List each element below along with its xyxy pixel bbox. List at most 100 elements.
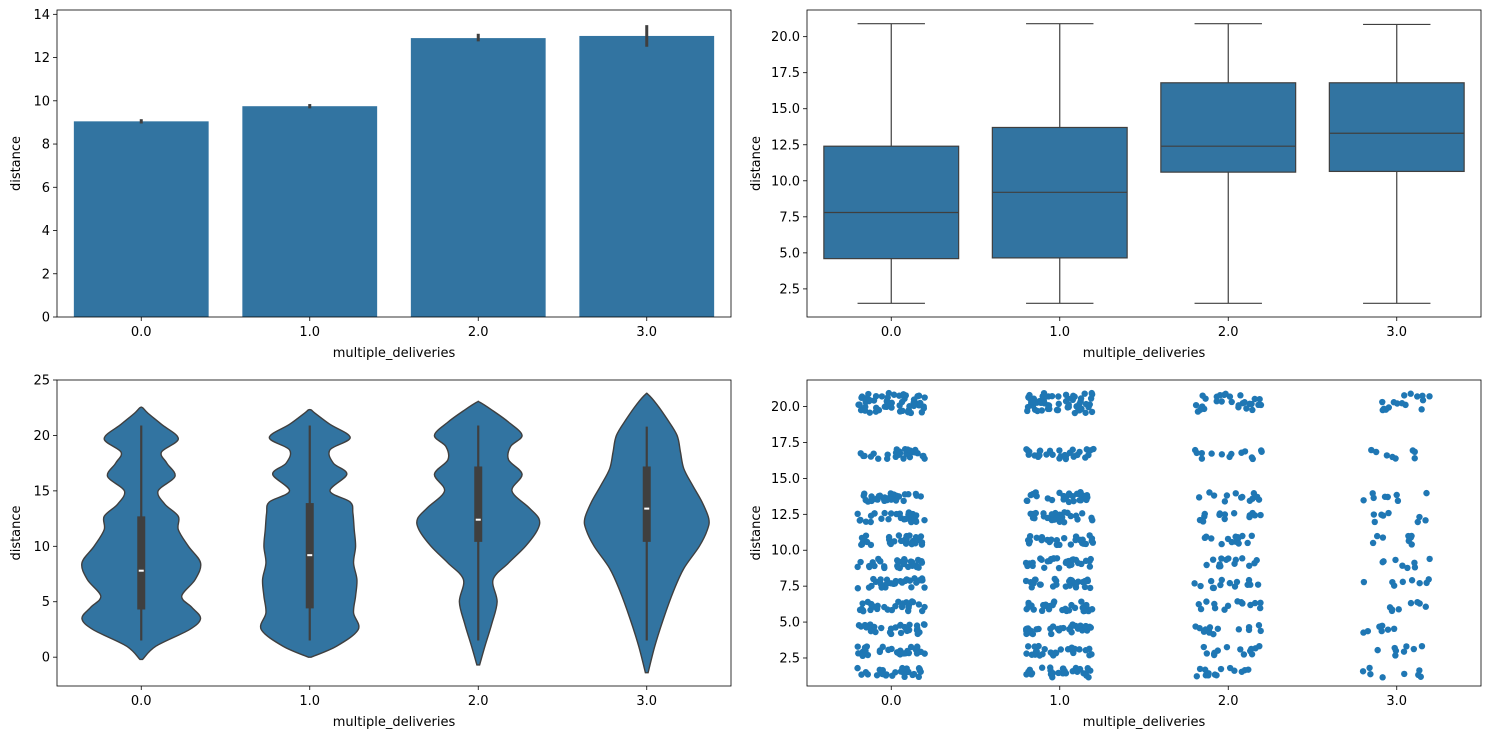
strip-point (1067, 512, 1074, 520)
y-tick-label: 5.0 (779, 246, 800, 261)
strip-point (1425, 576, 1432, 583)
strip-point (1028, 584, 1035, 591)
bar (579, 35, 715, 317)
strip-point (1379, 406, 1386, 414)
strip-point (861, 490, 868, 497)
strip-point (1414, 518, 1421, 526)
strip-point (1232, 490, 1239, 497)
strip-point (912, 534, 920, 541)
strip-point (885, 533, 893, 541)
strip-point (1256, 642, 1263, 650)
strip-point (883, 580, 891, 587)
strip-point (1379, 398, 1386, 406)
x-axis-label: multiple_deliveries (1083, 346, 1206, 361)
strip-point (1422, 517, 1429, 524)
strip-point (918, 559, 926, 566)
strip-point (899, 664, 906, 672)
x-tick-label: 2.0 (468, 325, 489, 340)
y-tick-label: 12.5 (771, 138, 800, 153)
y-tick-label: 5.0 (779, 616, 800, 631)
strip-point (1249, 509, 1256, 517)
strip-point (896, 408, 904, 415)
strip-point (1210, 584, 1218, 592)
strip-point (1061, 509, 1068, 516)
y-tick-label: 20.0 (771, 30, 800, 45)
box (823, 145, 960, 260)
strip-point (1368, 446, 1375, 454)
strip-point (1394, 497, 1402, 505)
y-tick-label: 12 (33, 51, 50, 66)
strip-point (900, 391, 907, 398)
strip-point (1077, 497, 1085, 504)
strip-point (1218, 398, 1225, 405)
strip-point (1026, 448, 1033, 455)
strip-point (1056, 489, 1063, 497)
strip-point (1027, 510, 1034, 517)
strip-point (1047, 625, 1054, 633)
strip-point (1082, 540, 1090, 548)
strip-point (1253, 557, 1260, 564)
strip-point (1389, 578, 1396, 586)
strip-point (1031, 643, 1038, 650)
strip-point (1411, 559, 1418, 567)
strip-point (1030, 606, 1037, 613)
strip-point (1056, 516, 1063, 524)
strip-point (1423, 489, 1430, 497)
strip-point (1392, 455, 1399, 462)
strip-point (1061, 451, 1069, 459)
strip-point (1257, 447, 1265, 454)
strip-point (1038, 533, 1046, 541)
strip-point (1086, 645, 1093, 653)
strip-point (1079, 627, 1086, 634)
box (1328, 82, 1465, 173)
strip-point (1033, 534, 1040, 541)
strip-point (916, 629, 923, 636)
strip-point (1217, 665, 1225, 673)
strip-point (1248, 400, 1255, 408)
strip-point (920, 405, 928, 412)
strip-point (917, 533, 925, 540)
strip-point (1385, 509, 1392, 517)
strip-point (887, 490, 894, 497)
strip-point (1086, 563, 1094, 570)
y-tick-label: 25 (33, 374, 50, 389)
x-tick-label: 0.0 (131, 325, 152, 340)
strip-point (900, 650, 908, 657)
strip-point (1200, 628, 1208, 635)
strip-point (873, 672, 881, 679)
strip-point (1029, 490, 1037, 498)
strip-point (887, 510, 895, 517)
strip-point (900, 455, 907, 462)
strip-plot-panel: 0.0 1.0 2.0 3.0 2.5 5.0 7.5 10.0 12.5 15.0 17.5 20.… (749, 379, 1482, 730)
y-tick-label: 10.0 (771, 174, 800, 189)
y-tick-label: 15 (33, 484, 50, 499)
strip-point (1408, 541, 1415, 548)
strip-point (871, 562, 878, 570)
x-tick-label: 2.0 (468, 694, 489, 709)
strip-point (1214, 625, 1222, 632)
strip-point (1380, 558, 1387, 565)
strip-point (1048, 496, 1056, 504)
strip-point (1372, 448, 1380, 456)
strip-point (890, 391, 898, 398)
strip-point (878, 584, 885, 591)
x-tick-label: 2.0 (1218, 694, 1239, 709)
strip-point (1048, 630, 1055, 638)
strip-point (896, 622, 904, 629)
strip-point (921, 584, 928, 591)
y-tick-label: 10 (33, 94, 50, 109)
strip-point (1081, 390, 1088, 397)
strip-point (1248, 651, 1256, 658)
strip-point (1255, 401, 1262, 409)
strip-point (1370, 511, 1378, 518)
strip-point (1237, 392, 1244, 399)
strip-point (1399, 578, 1407, 586)
strip-point (879, 643, 886, 651)
strip-point (885, 516, 892, 523)
strip-point (1248, 454, 1256, 461)
strip-point (1241, 448, 1249, 455)
strip-point (1422, 603, 1429, 610)
strip-point (866, 409, 873, 416)
strip-point (1076, 646, 1083, 653)
strip-point (1062, 559, 1070, 567)
